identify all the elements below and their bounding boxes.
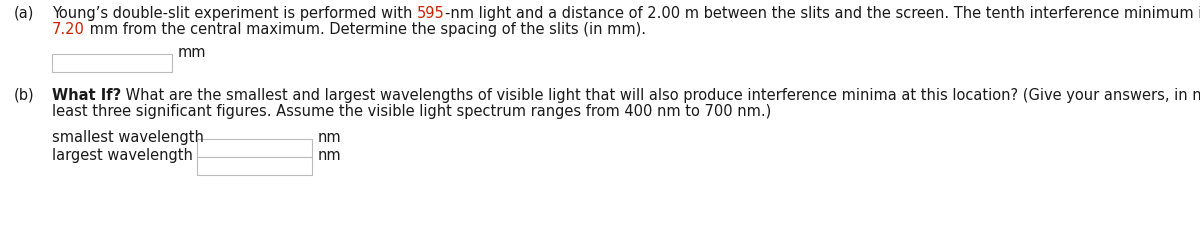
FancyBboxPatch shape — [197, 139, 312, 157]
Text: mm from the central maximum. Determine the spacing of the slits (in mm).: mm from the central maximum. Determine t… — [85, 22, 646, 37]
Text: 595: 595 — [418, 6, 445, 21]
Text: (a): (a) — [14, 6, 35, 21]
Text: nm: nm — [318, 130, 342, 145]
FancyBboxPatch shape — [197, 157, 312, 175]
Text: nm: nm — [318, 148, 342, 163]
Text: largest wavelength: largest wavelength — [52, 148, 193, 163]
Text: smallest wavelength: smallest wavelength — [52, 130, 204, 145]
Text: What are the smallest and largest wavelengths of visible light that will also pr: What are the smallest and largest wavele… — [121, 88, 1200, 103]
Text: 7.20: 7.20 — [52, 22, 85, 37]
Text: What If?: What If? — [52, 88, 121, 103]
Text: Young’s double-slit experiment is performed with: Young’s double-slit experiment is perfor… — [52, 6, 418, 21]
Text: (b): (b) — [14, 88, 35, 103]
Text: mm: mm — [178, 45, 206, 60]
Text: -nm light and a distance of 2.00 m between the slits and the screen. The tenth i: -nm light and a distance of 2.00 m betwe… — [445, 6, 1200, 21]
FancyBboxPatch shape — [52, 54, 172, 72]
Text: least three significant figures. Assume the visible light spectrum ranges from 4: least three significant figures. Assume … — [52, 104, 772, 119]
